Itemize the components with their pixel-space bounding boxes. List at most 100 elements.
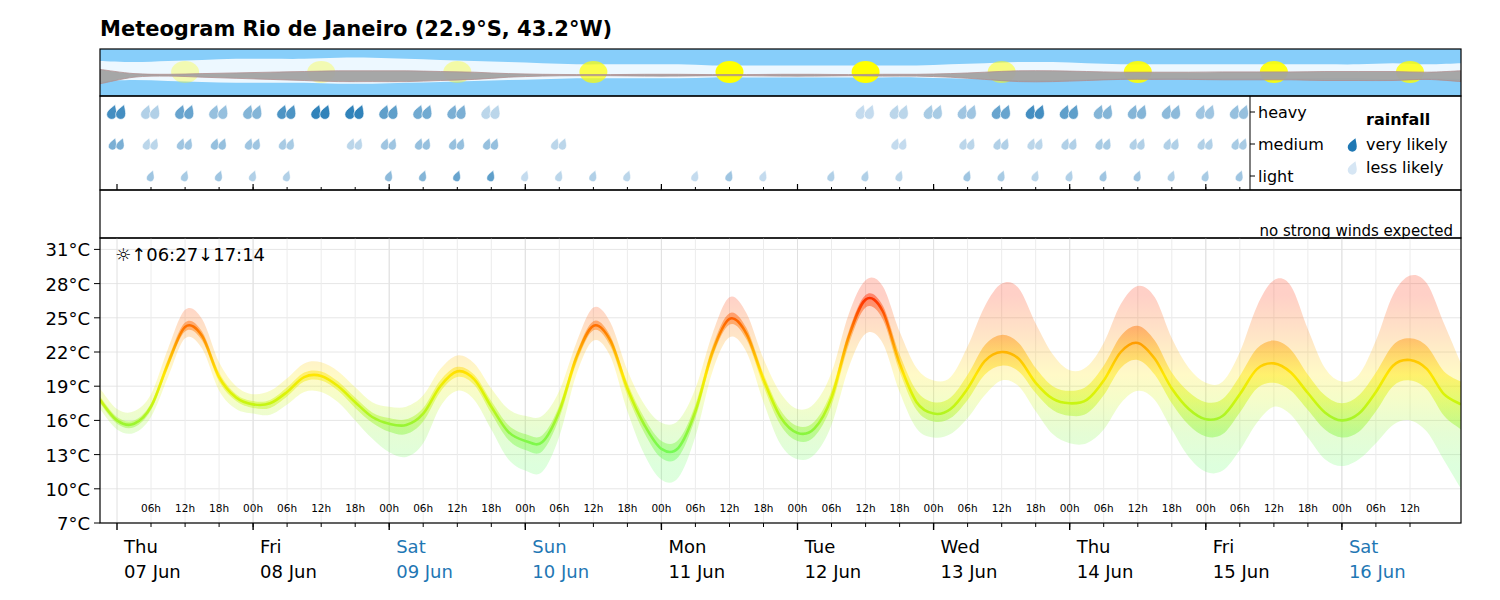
rain-icon [175,137,194,151]
sun [579,61,607,83]
frame [100,96,1461,190]
drop [1234,169,1245,182]
x-tick-label: 12h [175,502,195,514]
title: Meteogram Rio de Janeiro (22.9°S, 43.2°W… [100,17,612,41]
tick [661,523,662,530]
tick [355,523,356,527]
tick [219,523,220,527]
tick [831,523,832,527]
drop [999,103,1014,121]
rain-icon [139,103,163,121]
rain-icon [446,103,470,121]
tick [94,386,100,387]
tick [287,523,288,527]
rain-icon [1162,137,1181,151]
rain-icon [1092,103,1116,121]
rain-icon [480,103,504,121]
rain-icon [690,169,701,182]
rain-icon [854,103,878,121]
tick [1410,523,1411,527]
drop [418,169,429,182]
rain-icon [992,137,1011,151]
rain-icon [588,169,599,182]
frame [100,190,1461,238]
drop [455,137,467,151]
drop [724,169,735,182]
drop [183,137,195,151]
x-tick-label: 06h [821,502,841,514]
drop [826,169,837,182]
drop [860,169,871,182]
tick [1171,523,1172,527]
rain-icon [890,137,909,151]
weekday-label: Tue [804,536,836,557]
legend-swatch [1346,137,1359,153]
weekday-label: Fri [1213,536,1234,557]
rain-icon [1064,169,1075,182]
date-label: 11 Jun [668,561,725,582]
drop [1034,137,1046,151]
tick [94,488,100,489]
tick [389,184,390,190]
x-tick-label: 12h [447,502,467,514]
tick [1341,523,1342,530]
rain-icon [241,103,265,121]
grid-line [151,238,152,523]
weekday-label: Sun [532,536,566,557]
drop [1101,103,1116,121]
x-tick-label: 06h [549,502,569,514]
weekday-label: Mon [668,536,706,557]
date-label: 12 Jun [805,561,862,582]
rain-icon [1126,103,1150,121]
drop [1132,169,1143,182]
rain-icon [105,103,129,121]
tick [94,249,100,250]
drop [251,137,263,151]
outer-band [100,275,1461,489]
tick [797,523,798,530]
grid-line [100,249,1461,250]
drop [588,169,599,182]
row-label: medium [1258,135,1324,154]
rain-icon [860,169,871,182]
drop [148,103,163,121]
x-tick-label: 18h [753,502,773,514]
tick [94,352,100,353]
sun [852,61,880,83]
rain-icon [1026,137,1045,151]
grid-line [695,238,696,523]
x-tick-label: 18h [481,502,501,514]
tick [94,283,100,284]
wind-text: no strong winds expected [1260,222,1453,240]
rain-icon [411,103,435,121]
date-label: 13 Jun [941,561,998,582]
tick [94,420,100,421]
date-label: 16 Jun [1349,561,1406,582]
rain-icon [990,103,1014,121]
grid-line [661,238,662,523]
rain-icon [962,169,973,182]
tick [253,184,254,190]
x-tick-label: 00h [379,502,399,514]
grid-line [100,283,1461,284]
drop [115,137,127,151]
sun-times: ☼↑06:27↓17:14 [115,244,265,265]
x-tick-label: 18h [617,502,637,514]
tick [1307,523,1308,527]
drop [217,137,229,151]
drop [1102,137,1114,151]
drop [1135,103,1150,121]
y-tick-label: 16°C [46,410,90,431]
tick [321,523,322,527]
date-label: 07 Jun [124,561,181,582]
rain-icon [1060,137,1079,151]
x-tick-label: 06h [413,502,433,514]
drop [690,169,701,182]
grid-line [1205,238,1206,523]
rain-icon [1058,103,1082,121]
grid-line [1341,238,1342,523]
rain-icon [1132,169,1143,182]
x-tick-label: 00h [1332,502,1352,514]
x-tick-label: 06h [141,502,161,514]
tick [967,523,968,527]
